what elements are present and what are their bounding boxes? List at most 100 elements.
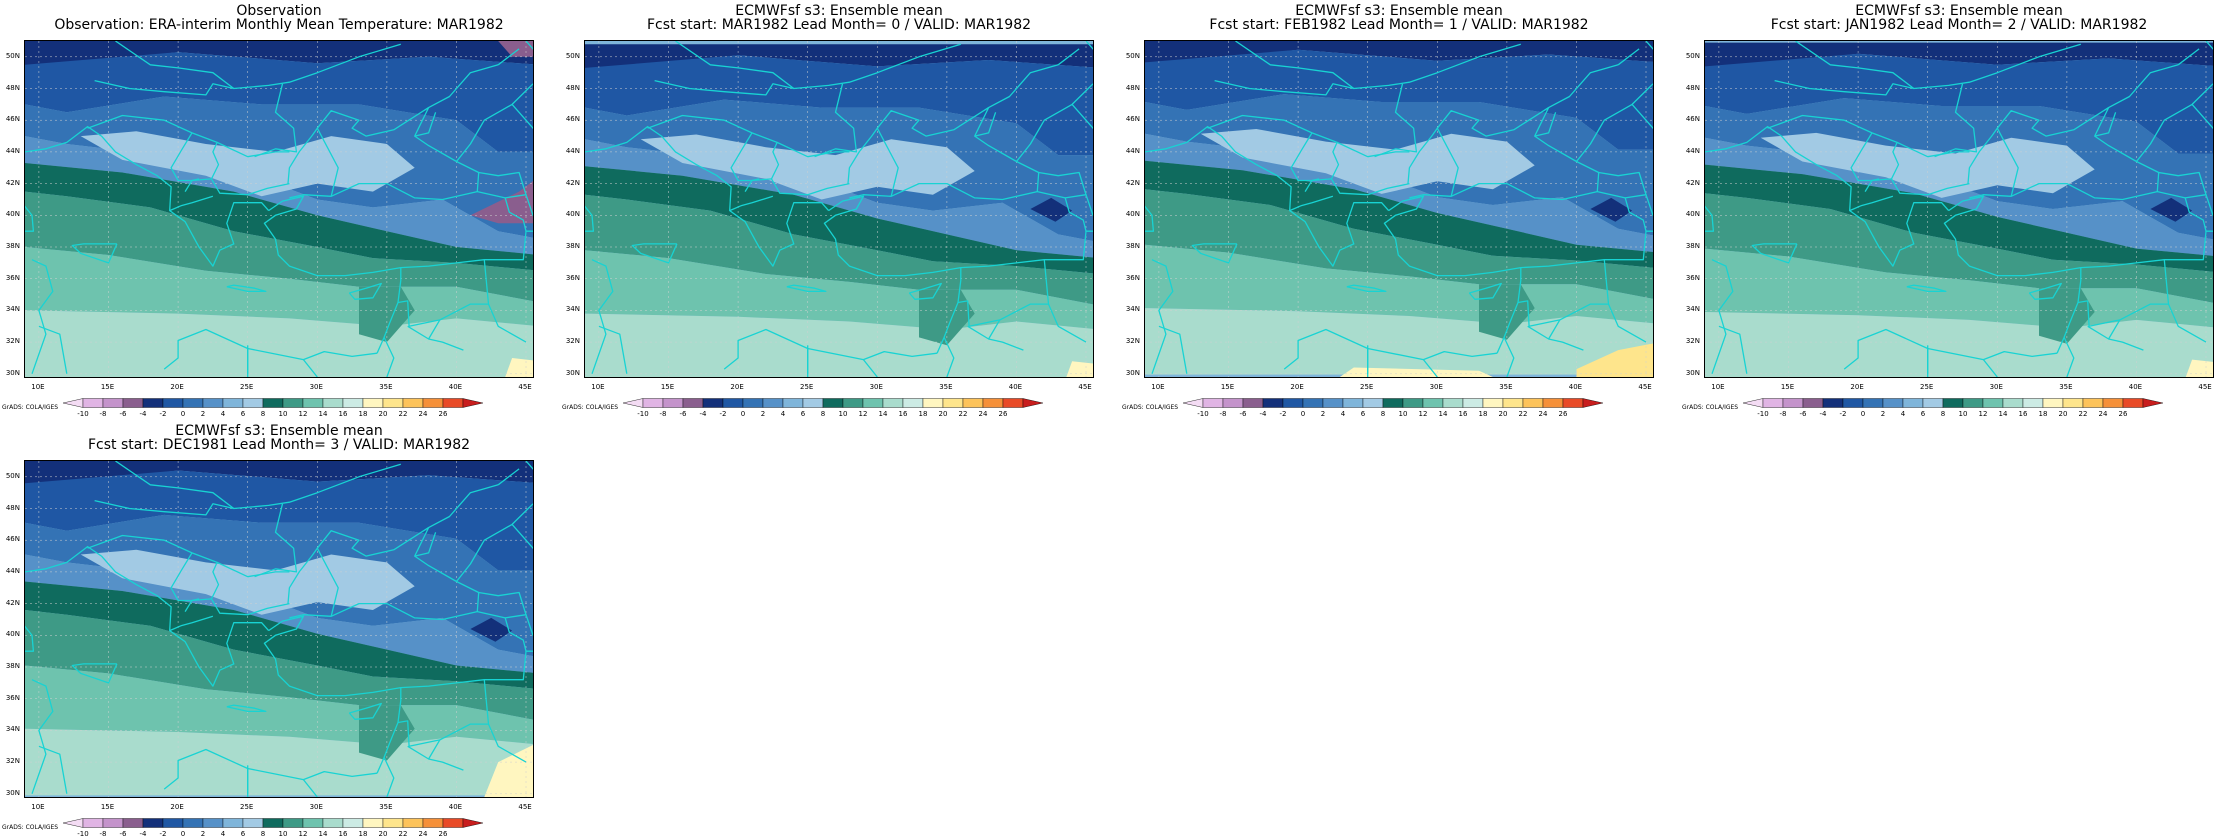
colorbar-label: -2 [719,410,727,418]
lon-label: 45E [518,803,532,811]
colorbar-label: 10 [278,410,288,418]
panel-subtitle: Observation: ERA-interim Monthly Mean Te… [54,17,504,33]
colorbar-label: 22 [2078,410,2088,418]
lon-label: 15E [1780,383,1795,391]
colorbar-label: 2 [1320,410,1326,418]
colorbar-label: 14 [878,410,888,418]
colorbar-label: 20 [938,410,948,418]
lon-label: 25E [240,803,254,811]
colorbar-label: 26 [1558,410,1568,418]
colorbar: -10 -8 -6 -4 -2 0 2 4 6 8 10 12 14 16 18 20 22 24 26 [58,818,498,838]
panel-subtitle: Fcst start: FEB1982 Lead Month= 1 / VALI… [1209,17,1589,33]
map-area [584,40,1094,378]
lat-label: 42N [1125,178,1140,187]
colorbar-label: -2 [1839,410,1847,418]
lat-label: 36N [1125,273,1140,282]
panel-subtitle: Fcst start: JAN1982 Lead Month= 2 / VALI… [1770,17,2148,33]
lat-label: 48N [5,503,20,512]
lat-label: 46N [565,115,580,124]
lon-label: 40E [1008,383,1023,391]
lat-label: 34N [5,725,20,734]
colorbar-label: 26 [438,410,448,418]
lon-label: 15E [100,383,115,391]
colorbar-label: 14 [318,410,328,418]
colorbar-label: 24 [1538,410,1548,418]
lon-label: 10E [1711,383,1725,391]
colorbar: -10 -8 -6 -4 -2 0 2 4 6 8 10 12 14 16 18 20 22 24 26 [1738,398,2178,418]
lat-label: 38N [5,662,20,671]
colorbar-swatches [622,398,1044,408]
colorbar: -10 -8 -6 -4 -2 0 2 4 6 8 10 12 14 16 18 20 22 24 26 [618,398,1058,418]
credit-label: GrADS: COLA/IGES [562,404,619,411]
lat-label: 30N [565,368,580,377]
lat-label: 44N [5,146,20,155]
lon-label: 20E [1850,383,1864,391]
colorbar-label: 20 [1498,410,1508,418]
colorbar-label: 0 [180,410,186,418]
lat-label: 40N [5,630,20,639]
colorbar-label: 12 [1418,410,1428,418]
lon-label: 15E [100,803,115,811]
colorbar-label: 4 [220,830,226,838]
colorbar-label: 18 [358,830,368,838]
colorbar-label: 10 [1398,410,1408,418]
panel-title: ECMWFsf s3: Ensemble mean [735,3,943,19]
map-panel: ECMWFsf s3: Ensemble mean Fcst start: JAN… [1680,0,2240,420]
lat-label: 34N [1125,305,1140,314]
colorbar-label: 10 [278,830,288,838]
lat-label: 44N [1125,146,1140,155]
colorbar-label: 18 [1478,410,1488,418]
colorbar-label: 6 [240,830,246,838]
colorbar-label: 18 [918,410,928,418]
lat-label: 36N [5,693,20,702]
colorbar-label: 20 [378,410,388,418]
map-panel: Observation Observation: ERA-interim Mont… [0,0,560,420]
temperature-field [1705,41,2213,377]
lon-label: 40E [448,383,463,391]
colorbar-label: 6 [1360,410,1366,418]
credit-label: GrADS: COLA/IGES [1682,404,1739,411]
colorbar-label: 2 [760,410,766,418]
colorbar-label: 2 [200,410,206,418]
temperature-field [585,41,1093,377]
colorbar-label: 24 [2098,410,2108,418]
colorbar-label: 18 [2038,410,2048,418]
colorbar-label: 10 [1958,410,1968,418]
lat-label: 32N [5,337,20,346]
colorbar-label: -10 [1757,410,1769,418]
colorbar-label: 24 [418,410,428,418]
lat-label: 44N [565,146,580,155]
lon-label: 20E [170,383,184,391]
panel-title: Observation [236,3,322,19]
lat-label: 46N [5,115,20,124]
lon-label: 30E [1989,383,2003,391]
colorbar-label: 8 [820,410,826,418]
lat-label: 36N [5,273,20,282]
colorbar-label: -6 [1239,410,1247,418]
colorbar-label: -6 [1799,410,1807,418]
lon-label: 25E [1360,383,1374,391]
credit-label: GrADS: COLA/IGES [2,824,59,831]
colorbar-swatches [1182,398,1604,408]
lon-label: 35E [379,803,393,811]
lat-label: 50N [1125,51,1140,60]
colorbar-label: 4 [1340,410,1346,418]
colorbar-label: -6 [679,410,687,418]
panel-subtitle: Fcst start: MAR1982 Lead Month= 0 / VALI… [646,17,1032,33]
colorbar-label: 22 [1518,410,1528,418]
lon-label: 30E [1429,383,1443,391]
lat-label: 32N [565,337,580,346]
colorbar-label: -8 [99,830,107,838]
colorbar-label: 22 [398,830,408,838]
colorbar: -10 -8 -6 -4 -2 0 2 4 6 8 10 12 14 16 18 20 22 24 26 [58,398,498,418]
colorbar-label: 12 [298,410,308,418]
lon-label: 20E [1290,383,1304,391]
lon-label: 40E [448,803,463,811]
map-panel: ECMWFsf s3: Ensemble mean Fcst start: DEC… [0,420,560,840]
lon-label: 40E [1568,383,1583,391]
lat-label: 30N [5,788,20,797]
colorbar-label: -8 [1219,410,1227,418]
colorbar-label: 8 [260,830,266,838]
lon-label: 20E [170,803,184,811]
lat-label: 50N [565,51,580,60]
